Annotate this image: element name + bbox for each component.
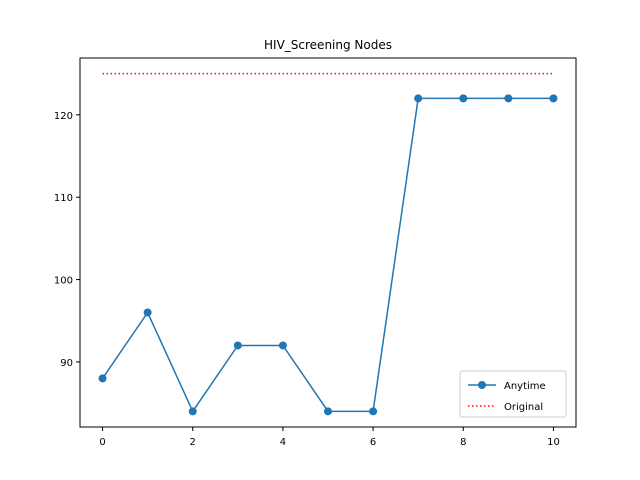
legend-marker-anytime: [478, 381, 486, 389]
y-axis: 90 100 110 120: [54, 111, 80, 369]
x-axis: 0 2 4 6 8 10: [99, 427, 560, 448]
data-point-anytime: [459, 94, 468, 103]
legend: Anytime Original: [459, 370, 567, 418]
data-point-anytime: [414, 94, 423, 103]
data-point-anytime: [504, 94, 513, 103]
y-tick-label: 110: [54, 193, 73, 204]
data-point-anytime: [324, 407, 332, 416]
legend-label-original: Original: [504, 402, 543, 413]
data-point-anytime: [233, 341, 242, 350]
x-tick-label: 4: [280, 437, 286, 448]
x-tick-label: 10: [547, 437, 560, 448]
legend-box: [459, 370, 567, 418]
chart-title: HIV_Screening Nodes: [264, 38, 392, 52]
data-point-anytime: [98, 374, 107, 383]
y-tick-label: 100: [54, 276, 73, 287]
legend-label-anytime: Anytime: [504, 381, 546, 392]
x-tick-label: 2: [190, 437, 196, 448]
data-point-anytime: [188, 407, 197, 416]
data-point-anytime: [549, 94, 558, 103]
x-tick-label: 6: [370, 437, 376, 448]
plot-frame: [79, 57, 577, 428]
data-point-anytime: [369, 407, 378, 416]
plot-series: [98, 72, 558, 416]
y-tick-label: 90: [60, 358, 73, 369]
y-tick-label: 120: [54, 111, 73, 122]
data-point-anytime: [278, 341, 287, 350]
data-point-anytime: [143, 308, 152, 317]
x-tick-label: 0: [99, 437, 105, 448]
x-tick-label: 8: [460, 437, 466, 448]
